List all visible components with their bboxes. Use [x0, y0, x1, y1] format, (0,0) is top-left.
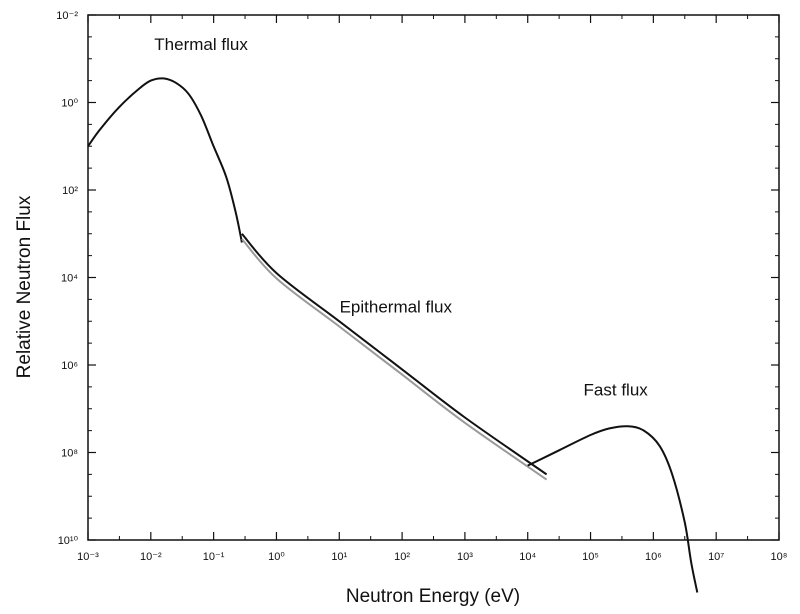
x-tick-label: 10¹	[331, 551, 347, 563]
y-tick-label: 10²	[62, 185, 78, 197]
curves	[87, 77, 699, 593]
thermal-flux-curve	[87, 77, 243, 243]
x-tick-label: 10⁻³	[77, 551, 99, 563]
y-tick-label: 10⁶	[61, 360, 78, 372]
x-axis-label: Neutron Energy (eV)	[346, 586, 520, 607]
x-tick-label: 10⁵	[582, 551, 599, 563]
x-tick-label: 10⁸	[771, 551, 788, 563]
x-tick-label: 10⁻¹	[203, 551, 225, 563]
x-tick-label: 10²	[394, 551, 410, 563]
epithermal-flux-curve	[241, 233, 548, 476]
x-tick-label: 10⁶	[645, 551, 662, 563]
fast-flux-annotation: Fast flux	[584, 381, 649, 400]
x-tick-label: 10³	[457, 551, 473, 563]
epithermal-flux-annotation: Epithermal flux	[340, 298, 453, 317]
y-tick-label: 10⁻²	[56, 10, 78, 22]
y-tick-label: 10⁸	[61, 448, 78, 460]
epithermal-flux-shadow-line	[241, 238, 548, 481]
y-tick-label: 10¹⁰	[58, 535, 79, 547]
plot-frame	[87, 14, 780, 541]
annotations: Thermal flux Epithermal flux Fast flux	[154, 35, 648, 400]
y-tick-label: 10⁰	[61, 98, 78, 110]
x-tick-label: 10⁰	[268, 551, 285, 563]
x-tick-label: 10⁻²	[140, 551, 162, 563]
x-tick-label: 10⁴	[519, 551, 536, 563]
y-axis-label: Relative Neutron Flux	[14, 195, 35, 378]
thermal-flux-annotation: Thermal flux	[154, 35, 248, 54]
ticks: 10⁻³ 10⁻² 10⁻¹ 10⁰ 10¹ 10² 10³ 10⁴ 10⁵ 10⁶ 10⁷ 10⁸ 1…	[56, 10, 787, 563]
x-tick-label: 10⁷	[708, 551, 724, 563]
y-tick-label: 10⁴	[61, 273, 78, 285]
fast-flux-curve	[527, 425, 699, 593]
